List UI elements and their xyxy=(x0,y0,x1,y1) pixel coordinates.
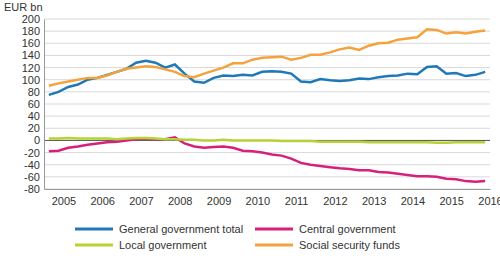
x-tick: 2015 xyxy=(439,189,463,207)
y-tick-label: -20 xyxy=(24,147,40,159)
y-tick-label: 40 xyxy=(28,110,40,122)
y-tick: -20 xyxy=(24,147,44,159)
y-tick-label: 140 xyxy=(22,49,40,61)
y-tick: 40 xyxy=(28,110,44,122)
legend-label: Local government xyxy=(119,239,206,251)
series-line xyxy=(49,137,485,181)
legend-label: Social security funds xyxy=(299,239,400,251)
y-tick: 100 xyxy=(22,74,44,86)
y-tick: 80 xyxy=(28,86,44,98)
grid-line xyxy=(44,79,490,80)
y-tick-label: 0 xyxy=(34,134,40,146)
y-axis: -80-60-40-20020406080100120140160180200 xyxy=(22,13,45,195)
y-axis-label: EUR bn xyxy=(4,1,43,13)
x-tick: 2008 xyxy=(168,189,192,207)
grid-line xyxy=(44,19,490,20)
y-tick: 0 xyxy=(34,134,44,146)
x-tick: 2007 xyxy=(129,189,153,207)
y-tick: 160 xyxy=(22,37,44,49)
y-tick-label: 80 xyxy=(28,86,40,98)
y-tick: 180 xyxy=(22,25,44,37)
x-tick-label: 2007 xyxy=(129,195,153,207)
y-tick: -60 xyxy=(24,171,44,183)
grid-line xyxy=(44,164,490,165)
x-tick: 2011 xyxy=(285,189,309,207)
grid-line xyxy=(44,189,490,190)
x-tick: 2005 xyxy=(52,189,76,207)
grid-line xyxy=(44,116,490,117)
series-line xyxy=(49,29,485,85)
legend-swatch xyxy=(255,228,293,231)
x-tick-label: 2005 xyxy=(52,195,76,207)
legend: General government total Central governme… xyxy=(75,223,400,251)
x-tick-label: 2016 xyxy=(478,195,500,207)
x-tick-label: 2013 xyxy=(362,195,386,207)
y-axis-line xyxy=(44,20,45,190)
legend-label: Central government xyxy=(299,223,396,235)
grid-line xyxy=(44,55,490,56)
grid-line xyxy=(44,128,490,129)
y-tick-label: -40 xyxy=(24,159,40,171)
legend-label: General government total xyxy=(119,223,243,235)
x-tick: 2016 xyxy=(478,189,500,207)
y-tick: 140 xyxy=(22,49,44,61)
y-tick: -40 xyxy=(24,159,44,171)
grid-line xyxy=(44,104,490,105)
y-tick-label: -80 xyxy=(24,183,40,195)
x-tick-label: 2008 xyxy=(168,195,192,207)
grid-line xyxy=(44,91,490,92)
y-tick-label: 20 xyxy=(28,122,40,134)
series-line xyxy=(49,61,485,95)
y-tick: 20 xyxy=(28,122,44,134)
x-tick: 2014 xyxy=(401,189,425,207)
x-axis: 2005 2006 2007 2008 2009 2010 2011 2012 2013 2014… xyxy=(45,189,500,207)
x-tick-label: 2006 xyxy=(90,195,114,207)
grid-line xyxy=(44,43,490,44)
y-tick-label: 100 xyxy=(22,74,40,86)
y-tick: 120 xyxy=(22,62,44,74)
x-tick: 2009 xyxy=(207,189,231,207)
x-tick-label: 2011 xyxy=(285,195,309,207)
x-tick-label: 2010 xyxy=(246,195,270,207)
grid xyxy=(44,19,490,189)
series-line xyxy=(49,138,485,143)
y-tick-label: 200 xyxy=(22,13,40,25)
x-tick-label: 2014 xyxy=(401,195,425,207)
x-tick-label: 2012 xyxy=(323,195,347,207)
legend-swatch xyxy=(255,244,293,247)
legend-swatch xyxy=(75,228,113,231)
y-tick-label: 180 xyxy=(22,25,40,37)
x-tick-label: 2015 xyxy=(439,195,463,207)
y-tick-label: -60 xyxy=(24,171,40,183)
y-tick-label: 160 xyxy=(22,37,40,49)
chart: EUR bn-80-60-40-200204060801001201401601… xyxy=(0,0,500,260)
y-tick: 60 xyxy=(28,98,44,110)
x-tick: 2013 xyxy=(362,189,386,207)
x-tick: 2012 xyxy=(323,189,347,207)
x-axis-line xyxy=(45,189,491,190)
legend-swatch xyxy=(75,244,113,247)
y-tick: 200 xyxy=(22,13,44,25)
y-tick-label: 120 xyxy=(22,62,40,74)
x-tick-label: 2009 xyxy=(207,195,231,207)
grid-line xyxy=(44,67,490,68)
x-tick: 2006 xyxy=(90,189,114,207)
y-tick-label: 60 xyxy=(28,98,40,110)
y-tick: -80 xyxy=(24,183,44,195)
x-tick: 2010 xyxy=(246,189,270,207)
lines xyxy=(49,29,485,181)
